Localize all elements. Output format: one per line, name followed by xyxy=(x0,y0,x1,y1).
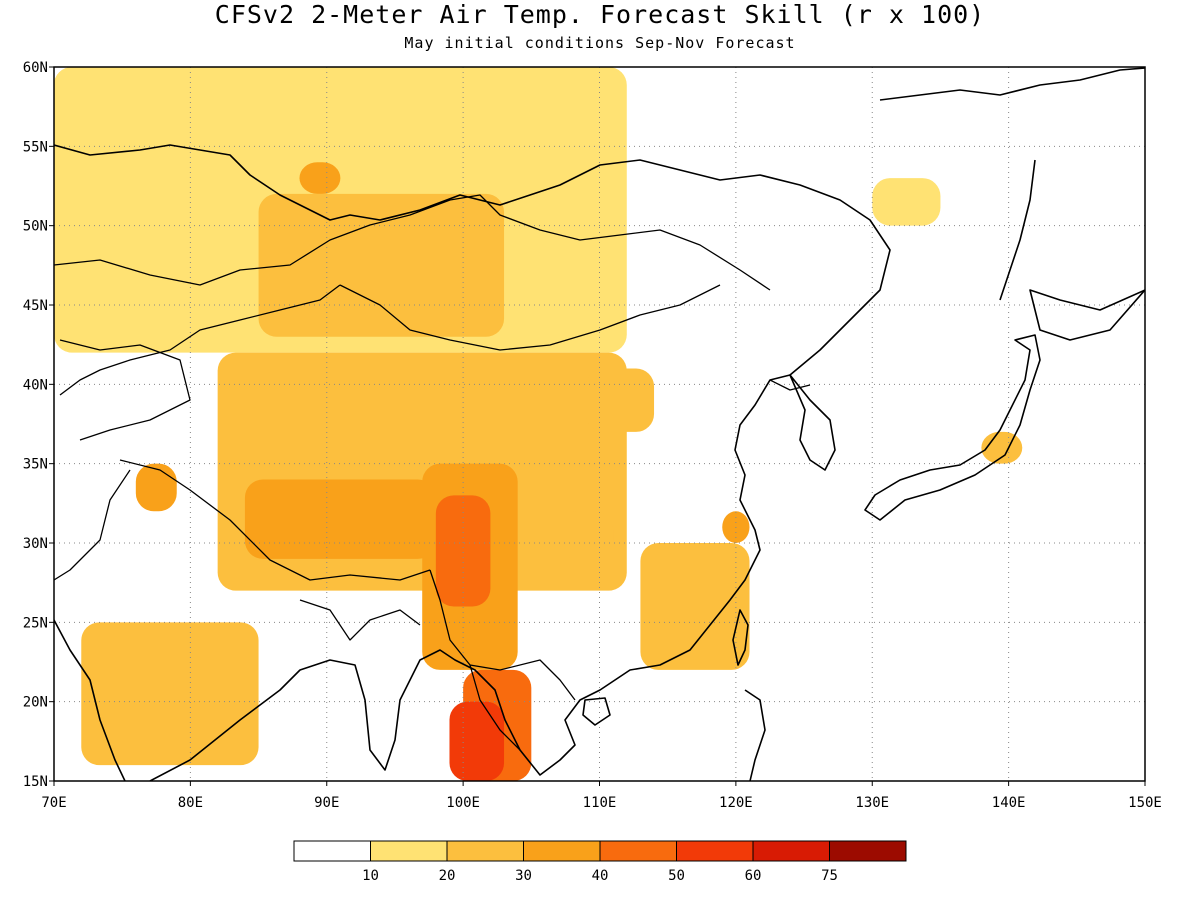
lon-tick-label: 120E xyxy=(719,795,753,811)
border-china-west xyxy=(59,284,341,396)
border-mongolia-china xyxy=(339,284,721,351)
colorbar-swatch xyxy=(676,840,754,862)
coastline-india-west xyxy=(54,619,126,781)
coastline-sakhalin xyxy=(999,159,1036,301)
colorbar-label: 50 xyxy=(668,868,685,884)
skill-region xyxy=(872,178,941,226)
map-frame xyxy=(53,66,1146,782)
lat-tick-label: 15N xyxy=(23,774,48,790)
colorbar-swatch xyxy=(599,840,677,862)
coastline-korea xyxy=(789,374,836,471)
coastline-hainan xyxy=(582,697,611,726)
lon-tick-label: 140E xyxy=(992,795,1026,811)
lon-tick-label: 130E xyxy=(855,795,889,811)
border-russia-kazakhstan-mongolia xyxy=(54,194,771,291)
border-himalaya xyxy=(119,459,431,581)
lat-tick-label: 30N xyxy=(23,536,48,552)
graticule xyxy=(49,66,1146,786)
colorbar-label: 60 xyxy=(745,868,762,884)
skill-region xyxy=(258,193,505,337)
skill-region xyxy=(558,511,614,559)
map-subtitle: May initial conditions Sep-Nov Forecast xyxy=(404,34,796,52)
colorbar-swatch xyxy=(446,840,524,862)
border-india-myanmar xyxy=(299,599,421,641)
coastline-mainland xyxy=(54,144,891,781)
border-india-pakistan xyxy=(54,469,131,581)
coastlines xyxy=(54,67,1145,781)
skill-region xyxy=(585,368,655,432)
colorbar-label: 40 xyxy=(592,868,609,884)
skill-region xyxy=(135,463,177,512)
coastline-okhotsk xyxy=(879,67,1145,101)
colorbar-swatch xyxy=(293,840,371,862)
lat-tick-label: 35N xyxy=(23,457,48,473)
lat-tick-label: 45N xyxy=(23,298,48,314)
skill-region xyxy=(435,495,491,607)
colorbar-label: 30 xyxy=(515,868,532,884)
colorbar-swatch xyxy=(752,840,830,862)
colorbar-swatch xyxy=(829,840,907,862)
skill-region xyxy=(244,479,436,559)
coastline-taiwan xyxy=(732,609,749,666)
skill-shading-layer xyxy=(54,67,1023,781)
lon-tick-label: 90E xyxy=(314,795,339,811)
border-korea xyxy=(769,379,811,391)
coastline-luzon xyxy=(744,689,766,781)
skill-region xyxy=(640,543,750,670)
lon-tick-label: 110E xyxy=(583,795,617,811)
skill-region xyxy=(449,701,505,781)
lon-tick-label: 80E xyxy=(178,795,203,811)
skill-region xyxy=(299,162,341,194)
latitude-tick-labels: 60N 55N 50N 45N 40N 35N 30N 25N 20N 15N xyxy=(23,60,48,790)
lon-tick-label: 100E xyxy=(446,795,480,811)
lon-tick-label: 150E xyxy=(1128,795,1162,811)
coastline-hokkaido xyxy=(1029,289,1145,341)
lat-tick-label: 25N xyxy=(23,615,48,631)
colorbar-label: 10 xyxy=(362,868,379,884)
border-indochina xyxy=(469,664,521,751)
country-borders xyxy=(54,194,811,751)
map-title: CFSv2 2-Meter Air Temp. Forecast Skill (… xyxy=(214,0,986,29)
colorbar-swatch xyxy=(370,840,448,862)
colorbar-swatch xyxy=(523,840,601,862)
border-central-asia xyxy=(59,339,191,441)
colorbar-label: 20 xyxy=(439,868,456,884)
lat-tick-label: 20N xyxy=(23,695,48,711)
coastline-japan xyxy=(864,334,1041,521)
lat-tick-label: 55N xyxy=(23,139,48,155)
skill-region xyxy=(81,622,259,766)
longitude-tick-labels: 70E 80E 90E 100E 110E 120E 130E 140E 150E xyxy=(41,795,1162,811)
lon-tick-label: 70E xyxy=(41,795,66,811)
lat-tick-label: 50N xyxy=(23,219,48,235)
colorbar: 10 20 30 40 50 60 75 xyxy=(293,840,907,884)
lat-tick-label: 60N xyxy=(23,60,48,76)
border-southeast-asia xyxy=(429,569,576,701)
lat-tick-label: 40N xyxy=(23,377,48,393)
colorbar-label: 75 xyxy=(821,868,838,884)
